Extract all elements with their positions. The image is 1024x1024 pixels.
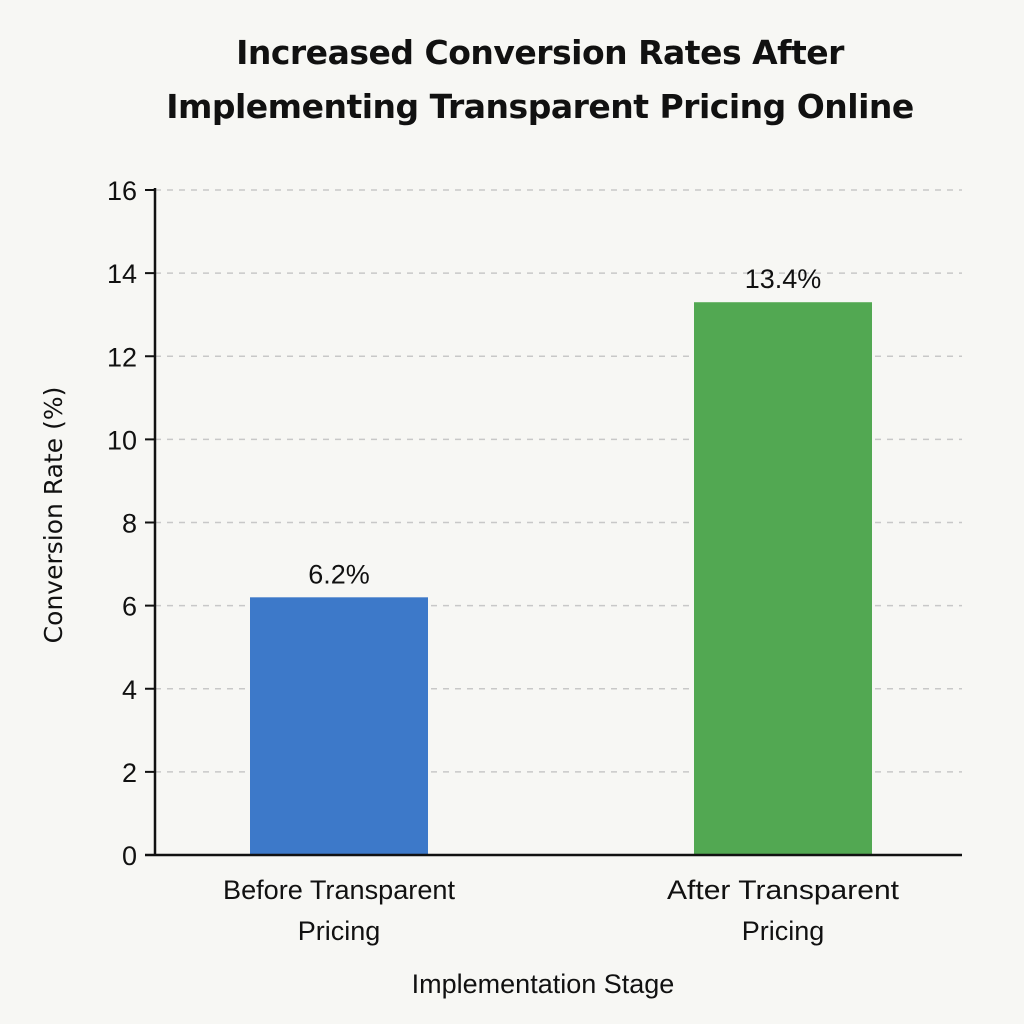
y-tick-label: 16 bbox=[107, 176, 137, 206]
y-tick-label: 6 bbox=[122, 592, 137, 622]
axes bbox=[145, 188, 962, 857]
bars bbox=[250, 302, 872, 855]
y-tick-label: 8 bbox=[122, 509, 137, 539]
chart-title-line-1: Increased Conversion Rates After bbox=[236, 33, 844, 72]
x-category-label: Pricing bbox=[298, 916, 381, 946]
x-category-label: Before Transparent bbox=[223, 875, 455, 905]
y-axis-title: Conversion Rate (%) bbox=[39, 387, 68, 644]
x-category-label: Pricing bbox=[742, 916, 825, 946]
x-axis-title: Implementation Stage bbox=[412, 969, 675, 999]
y-tick-label: 2 bbox=[122, 758, 137, 788]
bar-data-label: 6.2% bbox=[308, 559, 370, 589]
chart-title: Increased Conversion Rates After Impleme… bbox=[60, 26, 1020, 134]
bar bbox=[694, 302, 872, 855]
y-tick-label: 4 bbox=[122, 675, 137, 705]
x-category-label: After Transparent bbox=[667, 875, 900, 905]
bar bbox=[250, 597, 428, 855]
bar-data-label: 13.4% bbox=[745, 264, 822, 294]
y-tick-label: 14 bbox=[107, 259, 137, 289]
chart-title-line-2: Implementing Transparent Pricing Online bbox=[166, 87, 914, 126]
y-tick-label: 12 bbox=[107, 342, 137, 372]
labels: 0 2 4 6 8 10 12 14 16 6.2% Before Transparent Prici… bbox=[39, 176, 900, 999]
y-tick-label: 0 bbox=[122, 841, 137, 871]
y-tick-label: 10 bbox=[107, 425, 137, 455]
